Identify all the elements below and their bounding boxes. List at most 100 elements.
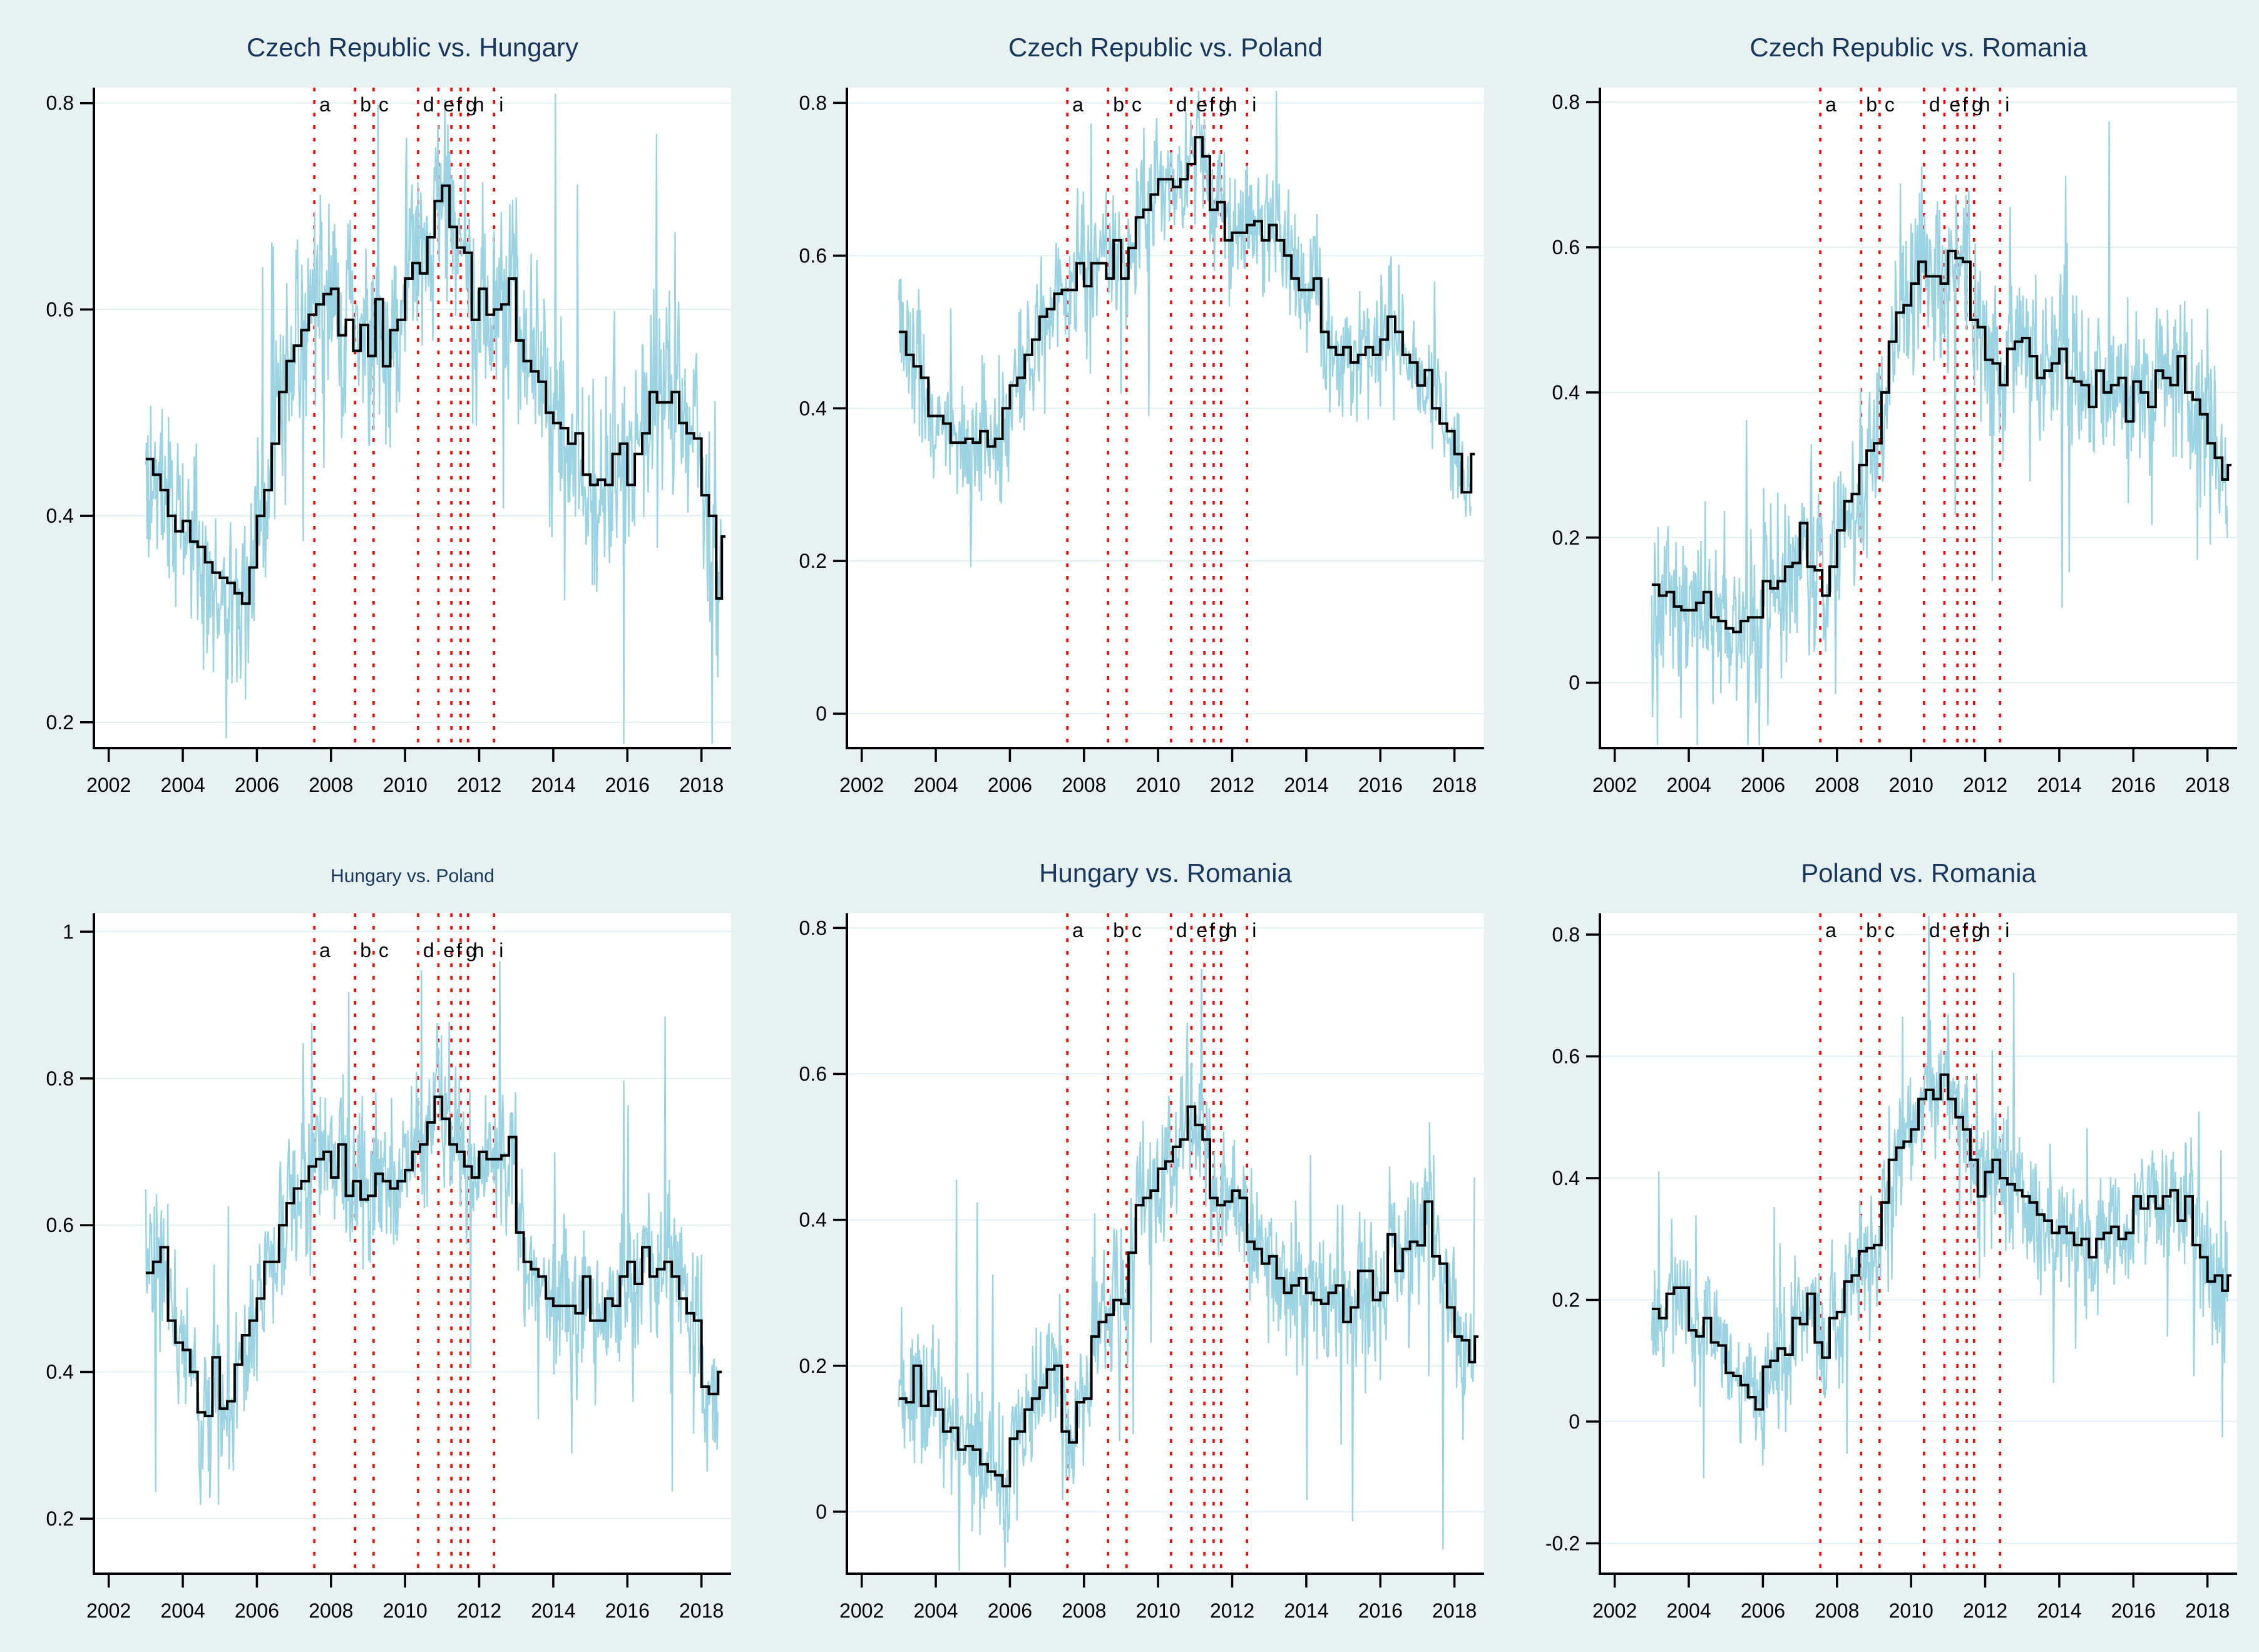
svg-text:2010: 2010 (1889, 1599, 1934, 1622)
svg-text:f: f (456, 93, 462, 116)
svg-text:-0.2: -0.2 (1545, 1532, 1580, 1554)
svg-text:c: c (1885, 919, 1895, 941)
svg-text:2012: 2012 (457, 774, 501, 796)
svg-text:c: c (1132, 919, 1142, 941)
svg-text:2018: 2018 (679, 774, 724, 796)
svg-text:0.8: 0.8 (799, 916, 827, 939)
svg-text:2014: 2014 (2037, 1599, 2081, 1622)
svg-text:g: g (466, 939, 477, 962)
svg-text:0: 0 (1569, 672, 1580, 694)
svg-text:i: i (2005, 919, 2009, 941)
svg-text:f: f (456, 939, 462, 962)
svg-text:d: d (1929, 93, 1940, 116)
svg-text:b: b (1866, 93, 1877, 116)
svg-text:e: e (1196, 93, 1207, 116)
svg-text:h: h (473, 93, 484, 116)
svg-text:e: e (1949, 93, 1960, 116)
svg-text:1: 1 (63, 920, 74, 943)
svg-text:f: f (1962, 93, 1968, 116)
svg-text:2008: 2008 (1815, 774, 1859, 796)
svg-text:b: b (1113, 919, 1124, 941)
svg-text:0.6: 0.6 (46, 298, 74, 321)
svg-text:e: e (1949, 919, 1960, 941)
svg-text:c: c (379, 939, 389, 962)
svg-text:2012: 2012 (1210, 774, 1254, 796)
svg-text:0.4: 0.4 (46, 1361, 74, 1383)
svg-text:g: g (466, 93, 477, 116)
svg-text:2004: 2004 (1666, 774, 1711, 796)
svg-text:i: i (1252, 919, 1256, 941)
svg-text:0.4: 0.4 (1552, 1167, 1580, 1189)
svg-text:2010: 2010 (383, 774, 428, 796)
svg-text:2004: 2004 (160, 1599, 205, 1622)
svg-text:g: g (1972, 93, 1983, 116)
svg-text:a: a (1825, 919, 1836, 941)
svg-text:a: a (1825, 93, 1836, 116)
svg-text:2004: 2004 (1666, 1599, 1711, 1622)
svg-text:2016: 2016 (2111, 1599, 2156, 1622)
svg-text:a: a (1072, 93, 1083, 116)
chart-plot: a b c d e f gh i 0 0.2 0.4 0.6 0.8 2002 2004 2006 2008 20… (799, 913, 1484, 1622)
svg-text:d: d (1176, 919, 1187, 941)
svg-text:i: i (499, 93, 503, 116)
svg-text:2018: 2018 (2185, 774, 2230, 796)
svg-text:b: b (360, 939, 371, 962)
svg-text:2004: 2004 (160, 774, 205, 796)
svg-text:0.8: 0.8 (799, 91, 827, 114)
svg-text:2014: 2014 (531, 1599, 575, 1622)
svg-text:2002: 2002 (839, 774, 884, 796)
svg-text:g: g (1219, 93, 1230, 116)
svg-text:f: f (1209, 919, 1215, 941)
svg-text:0.2: 0.2 (46, 711, 74, 734)
svg-text:2006: 2006 (988, 774, 1032, 796)
svg-text:2016: 2016 (605, 1599, 650, 1622)
svg-text:0.2: 0.2 (46, 1507, 74, 1530)
svg-text:b: b (360, 93, 371, 116)
chart-plot: a b c d e f gh i 0.2 0.4 0.6 0.8 1 2002 2004 2006 2008 20… (46, 913, 731, 1622)
chart-title: Hungary vs. Poland (330, 866, 494, 886)
chart-title: Czech Republic vs. Poland (1008, 33, 1323, 62)
svg-text:a: a (319, 93, 330, 116)
svg-text:d: d (1929, 919, 1940, 941)
svg-text:0.2: 0.2 (1552, 1288, 1580, 1311)
svg-text:f: f (1209, 93, 1215, 116)
svg-text:2006: 2006 (235, 774, 279, 796)
chart-plot: a b c d e f gh i 0.2 0.4 0.6 0.8 2002 2004 2006 2008 201… (46, 88, 731, 796)
svg-text:d: d (1176, 93, 1187, 116)
svg-text:2018: 2018 (1432, 774, 1477, 796)
svg-text:e: e (443, 93, 454, 116)
svg-text:g: g (1219, 919, 1230, 941)
svg-text:2016: 2016 (1358, 774, 1403, 796)
svg-text:0.6: 0.6 (46, 1214, 74, 1236)
svg-text:0: 0 (816, 702, 827, 725)
svg-text:2008: 2008 (309, 1599, 353, 1622)
svg-text:f: f (1962, 919, 1968, 941)
svg-text:0.6: 0.6 (799, 244, 827, 267)
panel-hungary-romania: Hungary vs. Romania a b c d e f g h i 0 0.2 0.4 0.6 0… (753, 826, 1506, 1652)
svg-text:h: h (473, 939, 484, 962)
svg-text:0.6: 0.6 (1552, 1045, 1580, 1068)
svg-text:2012: 2012 (457, 1599, 501, 1622)
svg-text:0.2: 0.2 (799, 1355, 827, 1377)
svg-text:0.8: 0.8 (46, 1067, 74, 1090)
svg-text:2008: 2008 (1815, 1599, 1859, 1622)
svg-text:2002: 2002 (86, 1599, 131, 1622)
svg-text:0.4: 0.4 (799, 397, 827, 419)
svg-text:0.4: 0.4 (799, 1209, 827, 1231)
svg-text:2008: 2008 (1062, 774, 1106, 796)
svg-text:e: e (443, 939, 454, 962)
svg-text:2002: 2002 (1592, 774, 1637, 796)
svg-text:h: h (1226, 93, 1237, 116)
svg-text:c: c (1132, 93, 1142, 116)
svg-text:2012: 2012 (1210, 1599, 1254, 1622)
svg-text:2010: 2010 (1136, 1599, 1181, 1622)
svg-text:2018: 2018 (679, 1599, 724, 1622)
svg-text:0.2: 0.2 (799, 550, 827, 572)
svg-text:b: b (1866, 919, 1877, 941)
svg-text:d: d (423, 93, 434, 116)
svg-text:i: i (499, 939, 503, 962)
svg-text:b: b (1113, 93, 1124, 116)
svg-text:2016: 2016 (2111, 774, 2156, 796)
chart-title: Czech Republic vs. Romania (1749, 33, 2087, 62)
svg-text:2010: 2010 (1136, 774, 1181, 796)
